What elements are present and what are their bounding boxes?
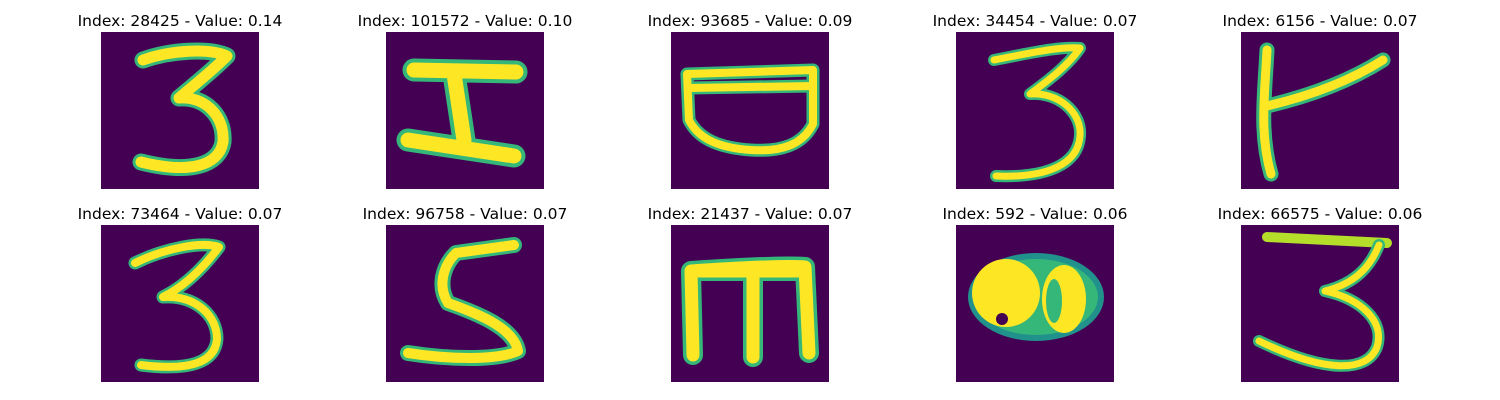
panel-title: Index: 101572 - Value: 0.10 [340,10,590,32]
panel-5: Index: 6156 - Value: 0.07 [1195,10,1445,190]
digit-5-image [386,225,544,382]
panel-title: Index: 34454 - Value: 0.07 [910,10,1160,32]
panel-3: Index: 93685 - Value: 0.09 [625,10,875,190]
panel-title: Index: 592 - Value: 0.06 [910,203,1160,225]
digit-3-image [956,32,1114,189]
panel-title: Index: 96758 - Value: 0.07 [340,203,590,225]
panel-2: Index: 101572 - Value: 0.10 [340,10,590,190]
panel-title: Index: 6156 - Value: 0.07 [1195,10,1445,32]
letter-i-image [386,32,544,189]
panel-8: Index: 21437 - Value: 0.07 [625,203,875,383]
panel-1: Index: 28425 - Value: 0.14 [55,10,305,190]
panel-title: Index: 93685 - Value: 0.09 [625,10,875,32]
panel-6: Index: 73464 - Value: 0.07 [55,203,305,383]
panel-title: Index: 28425 - Value: 0.14 [55,10,305,32]
panel-title: Index: 73464 - Value: 0.07 [55,203,305,225]
panel-7: Index: 96758 - Value: 0.07 [340,203,590,383]
panel-title: Index: 66575 - Value: 0.06 [1195,203,1445,225]
blob-shape-image [956,225,1114,382]
bowl-shape-image [671,32,829,189]
letter-k-like-image [1241,32,1399,189]
letter-m-image [671,225,829,382]
digit-3-image [101,32,259,189]
digit-3-image [101,225,259,382]
panel-4: Index: 34454 - Value: 0.07 [910,10,1160,190]
digit-3-image [1241,225,1399,382]
panel-9: Index: 592 - Value: 0.06 [910,203,1160,383]
panel-10: Index: 66575 - Value: 0.06 [1195,203,1445,383]
panel-title: Index: 21437 - Value: 0.07 [625,203,875,225]
